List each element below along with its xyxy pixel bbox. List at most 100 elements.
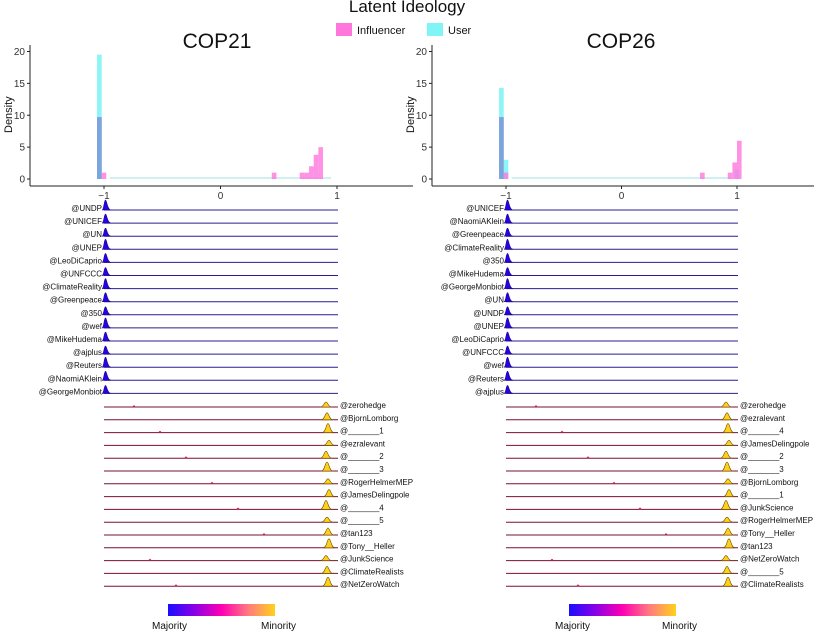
ridge-peak-minority-cop21	[319, 450, 333, 459]
ridge-label-majority-cop21: @350	[81, 309, 103, 318]
hist-bar-influencer-cop26	[727, 172, 733, 179]
ridge-peak-minority-cop26	[722, 538, 736, 549]
ridge-peak-minority-cop26	[720, 461, 734, 472]
x-tick-label-cop26: 1	[734, 191, 740, 202]
y-tick-label-cop21: 15	[14, 79, 26, 90]
ridge-label-majority-cop21: @ClimateReality	[42, 283, 102, 292]
ridge-peak-majority-cop26	[503, 278, 514, 289]
ridge-label-majority-cop26: @NaomiAKlein	[450, 217, 504, 226]
ridge-label-minority-cop26: @_______5	[740, 567, 784, 576]
hist-bar-influencer-cop21	[101, 172, 107, 179]
ridge-label-majority-cop26: @MikeHudema	[449, 270, 505, 279]
ridge-peak-majority-cop26	[503, 370, 514, 381]
ridge-peak-minority-cop21	[322, 538, 336, 549]
ridge-peak-minority-cop21	[321, 423, 335, 433]
y-tick-label-cop26: 0	[421, 175, 427, 186]
ridge-peak-majority-cop21	[101, 253, 112, 263]
ridge-peak-majority-cop21	[101, 238, 112, 250]
ridge-label-minority-cop26: @ezralevant	[740, 414, 786, 423]
x-tick-label-cop21: −1	[98, 191, 110, 202]
ridge-bump-minority-cop26	[550, 558, 554, 561]
ridge-label-minority-cop26: @Tony__Heller	[740, 529, 795, 538]
ridge-label-majority-cop21: @wef	[81, 322, 102, 331]
ridge-label-majority-cop21: @ajplus	[73, 348, 102, 357]
ridge-peak-minority-cop21	[320, 516, 334, 523]
ridge-label-majority-cop21: @UNDP	[71, 204, 102, 213]
ridge-label-minority-cop26: @BjornLomborg	[740, 478, 798, 487]
colorbar-low-label-cop26: Majority	[555, 621, 591, 632]
ridge-peak-majority-cop26	[503, 213, 514, 224]
legend-label-influencer: Influencer	[357, 25, 406, 37]
ridge-peak-minority-cop26	[722, 440, 736, 446]
ridge-label-minority-cop21: @_______4	[340, 503, 384, 512]
hist-bar-influencer-cop26	[737, 140, 742, 179]
ridge-peak-minority-cop26	[721, 423, 735, 433]
ridge-peak-minority-cop26	[722, 489, 736, 497]
x-tick-label-cop26: −1	[500, 191, 512, 202]
ridge-peak-minority-cop26	[721, 527, 735, 536]
ridge-peak-minority-cop21	[322, 489, 336, 497]
legend-swatch-user	[427, 23, 443, 36]
y-tick-label-cop21: 10	[14, 111, 26, 122]
hist-bar-influencer-cop21	[309, 166, 314, 179]
ridge-peak-majority-cop21	[101, 385, 112, 394]
ridge-peak-minority-cop26	[719, 401, 733, 408]
ridge-label-majority-cop26: @Greenpeace	[452, 230, 505, 239]
hist-bar-influencer-cop21	[304, 172, 310, 179]
ridge-peak-majority-cop26	[503, 331, 514, 342]
y-tick-label-cop26: 20	[416, 47, 428, 58]
ridge-label-majority-cop26: @GeorgeMonbiot	[441, 283, 505, 292]
ridge-bump-minority-cop26	[534, 405, 538, 407]
ridge-peak-minority-cop21	[320, 412, 334, 421]
ridge-label-minority-cop21: @_______3	[340, 465, 384, 474]
ridge-bump-minority-cop21	[148, 558, 152, 561]
ridge-peak-minority-cop21	[321, 527, 335, 536]
x-tick-label-cop26: 0	[619, 191, 625, 202]
ridge-label-majority-cop26: @UNEP	[474, 322, 504, 331]
ridge-peak-minority-cop21	[320, 461, 334, 472]
ridge-peak-majority-cop21	[101, 317, 112, 329]
ridge-label-majority-cop26: @Reuters	[468, 374, 504, 383]
ridge-peak-majority-cop26	[503, 292, 514, 302]
ridge-bump-minority-cop21	[210, 481, 214, 484]
ridge-bump-minority-cop26	[576, 584, 580, 587]
ridge-peak-majority-cop21	[101, 306, 112, 316]
ridge-peak-minority-cop21	[319, 401, 333, 408]
ridge-label-minority-cop26: @zerohedge	[740, 401, 786, 410]
y-tick-label-cop21: 0	[19, 175, 25, 186]
legend-item-user: User	[427, 23, 471, 37]
ridge-peak-majority-cop26	[503, 199, 514, 211]
ridge-peak-majority-cop21	[101, 278, 112, 289]
ridge-peak-minority-cop26	[719, 555, 733, 561]
ridge-bump-minority-cop21	[174, 584, 178, 587]
ridge-label-minority-cop21: @ClimateRealists	[340, 567, 404, 576]
ridge-peak-majority-cop26	[503, 385, 514, 394]
ridge-peak-majority-cop26	[503, 238, 514, 250]
ridge-label-majority-cop26: @ajplus	[475, 387, 504, 396]
ridge-label-minority-cop21: @Tony__Heller	[340, 542, 395, 551]
ridge-label-majority-cop21: @LeoDiCaprio	[49, 256, 102, 265]
ridge-label-minority-cop21: @JamesDelingpole	[340, 491, 410, 500]
hist-bar-influencer-cop26	[503, 172, 509, 179]
ridge-peak-majority-cop21	[101, 345, 112, 355]
ridge-label-minority-cop21: @zerohedge	[340, 401, 386, 410]
legend-item-influencer: Influencer	[336, 23, 405, 37]
ridge-peak-minority-cop26	[721, 576, 735, 587]
y-tick-label-cop21: 20	[14, 47, 26, 58]
ridge-peak-minority-cop21	[321, 478, 335, 485]
ridge-peak-minority-cop21	[319, 555, 333, 561]
hist-bar-user-cop26	[503, 159, 509, 179]
ridge-label-minority-cop21: @JunkScience	[340, 555, 394, 564]
ridge-label-minority-cop26: @_______3	[740, 465, 784, 474]
ridge-bump-minority-cop26	[638, 507, 642, 510]
ridge-bump-minority-cop26	[560, 430, 564, 433]
ridge-label-minority-cop21: @tan123	[340, 529, 373, 538]
y-tick-label-cop26: 10	[416, 111, 428, 122]
ridge-peak-minority-cop26	[719, 500, 733, 510]
hist-bar-influencer-cop26	[700, 172, 705, 179]
ridge-label-minority-cop26: @RogerHelmerMEP	[740, 516, 813, 525]
ridge-peak-minority-cop21	[321, 576, 335, 587]
ridge-peak-minority-cop21	[319, 500, 333, 510]
ridge-label-majority-cop26: @UNICEF	[466, 204, 504, 213]
ridge-peak-majority-cop21	[101, 370, 112, 381]
